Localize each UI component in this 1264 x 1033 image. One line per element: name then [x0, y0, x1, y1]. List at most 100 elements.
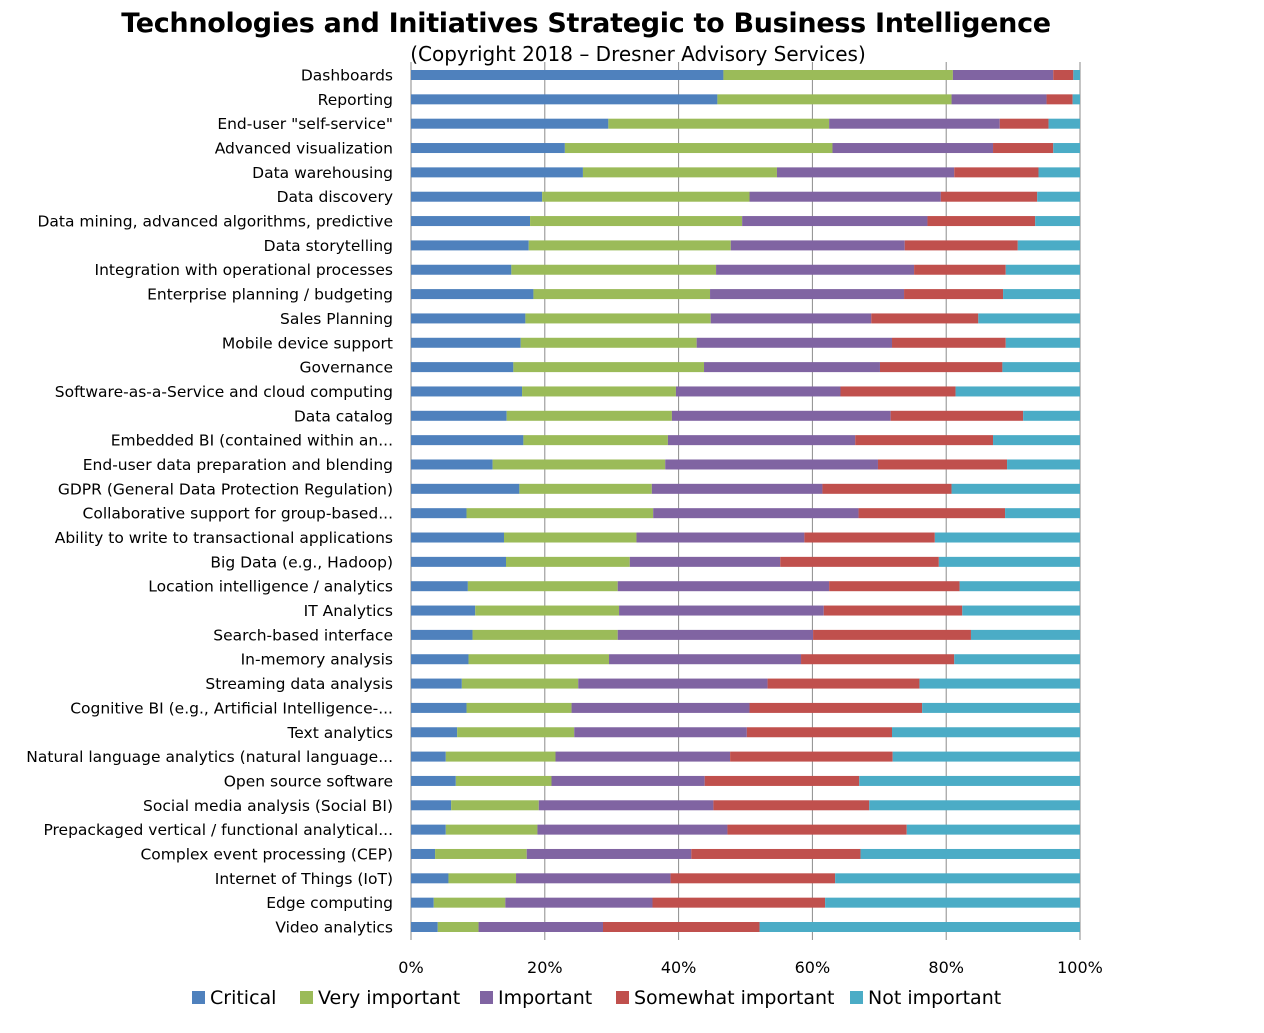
legend-swatch — [480, 991, 493, 1004]
bar-segment — [411, 337, 521, 348]
bar-segment — [411, 702, 467, 713]
bar-segment — [411, 654, 469, 665]
bar-segment — [713, 800, 870, 811]
bar-segment — [617, 629, 814, 640]
bar-segment — [457, 727, 575, 738]
bar-segment — [445, 824, 538, 835]
legend-swatch — [192, 991, 205, 1004]
bar-segment — [954, 167, 1039, 178]
chart-title: Technologies and Initiatives Strategic t… — [121, 8, 1051, 39]
bar-segment — [822, 483, 952, 494]
bar-segment — [879, 362, 1003, 373]
bar-segment — [749, 191, 941, 202]
bar-segment — [503, 532, 637, 543]
bar-segment — [823, 605, 963, 616]
bar-segment — [1017, 240, 1080, 251]
bar-segment — [938, 556, 1080, 567]
bar-segment — [704, 775, 860, 786]
bar-segment — [710, 289, 905, 300]
bar-segment — [411, 216, 531, 227]
category-label: Text analytics — [286, 724, 393, 742]
bar-segment — [455, 775, 552, 786]
bar-segment — [433, 897, 506, 908]
bar-segment — [411, 581, 468, 592]
bar-segment — [871, 313, 979, 324]
bar-segment — [1072, 94, 1080, 105]
bar-segment — [411, 143, 565, 154]
bar-segment — [472, 629, 618, 640]
legend-label: Somewhat important — [634, 987, 834, 1009]
bar-segment — [978, 313, 1080, 324]
bar-segment — [451, 800, 539, 811]
legend-swatch — [300, 991, 313, 1004]
bar-segment — [906, 824, 1080, 835]
bar-segment — [1037, 191, 1080, 202]
category-label: Enterprise planning / budgeting — [147, 286, 393, 304]
bar-segment — [506, 410, 672, 421]
bar-segment — [533, 289, 711, 300]
bar-segment — [530, 216, 743, 227]
bar-segment — [829, 581, 960, 592]
bar-segment — [523, 435, 668, 446]
bar-segment — [435, 848, 527, 859]
category-label: End-user data preparation and blending — [83, 456, 393, 474]
category-label: Software-as-a-Service and cloud computin… — [55, 383, 393, 401]
bar-segment — [1005, 264, 1080, 275]
x-tick-label: 0% — [398, 958, 423, 977]
bar-segment — [1053, 143, 1080, 154]
category-label: Edge computing — [266, 894, 393, 912]
x-tick-label: 80% — [928, 958, 964, 977]
bar-segment — [608, 118, 830, 129]
bar-segment — [411, 508, 467, 519]
bar-segment — [411, 848, 436, 859]
bar-segment — [411, 70, 724, 80]
bar-segment — [667, 435, 856, 446]
x-tick-label: 20% — [527, 958, 563, 977]
bar-segment — [537, 824, 728, 835]
bar-segment — [528, 240, 731, 251]
category-label: Cognitive BI (e.g., Artificial Intellige… — [70, 699, 393, 717]
bar-segment — [993, 435, 1080, 446]
gridlines — [410, 62, 1081, 940]
category-label: Complex event processing (CEP) — [140, 845, 393, 863]
bar-segment — [574, 727, 747, 738]
bar-segment — [653, 508, 859, 519]
bar-segment — [951, 94, 1047, 105]
bar-segment — [411, 240, 529, 251]
bar-segment — [525, 313, 711, 324]
bar-segment — [538, 800, 714, 811]
legend-swatch — [850, 991, 863, 1004]
bar-segment — [619, 605, 824, 616]
bar-segment — [776, 167, 955, 178]
bar-segment — [835, 873, 1080, 884]
bar-segment — [505, 897, 653, 908]
bar-segment — [904, 289, 1004, 300]
bar-segment — [919, 678, 1080, 689]
x-tick-label: 100% — [1057, 958, 1103, 977]
bar-segment — [954, 654, 1080, 665]
bar-segment — [1035, 216, 1080, 227]
bar-segment — [411, 289, 534, 300]
legend-label: Not important — [868, 987, 1001, 1009]
category-label: Embedded BI (contained within an... — [111, 432, 393, 450]
bar-segment — [993, 143, 1054, 154]
bar-segment — [411, 191, 543, 202]
category-label: Internet of Things (IoT) — [215, 870, 393, 888]
bar-segment — [411, 775, 456, 786]
category-label: Streaming data analysis — [205, 675, 393, 693]
legend: Critical Very important Important Somewhat … — [192, 987, 1001, 1009]
category-labels: Dashboards Reporting End-user "self-servic… — [26, 67, 393, 937]
bar-segment — [940, 191, 1038, 202]
bar-segment — [411, 410, 507, 421]
x-tick-label: 60% — [795, 958, 831, 977]
bar-segment — [869, 800, 1080, 811]
bar-segment — [448, 873, 517, 884]
bar-segment — [1023, 410, 1080, 421]
bar-segment — [475, 605, 620, 616]
bar-segment — [609, 654, 802, 665]
bar-segment — [411, 167, 583, 178]
bar-segment — [466, 702, 572, 713]
bar-segment — [651, 483, 823, 494]
bar-segment — [542, 191, 750, 202]
bar-segment — [505, 556, 630, 567]
